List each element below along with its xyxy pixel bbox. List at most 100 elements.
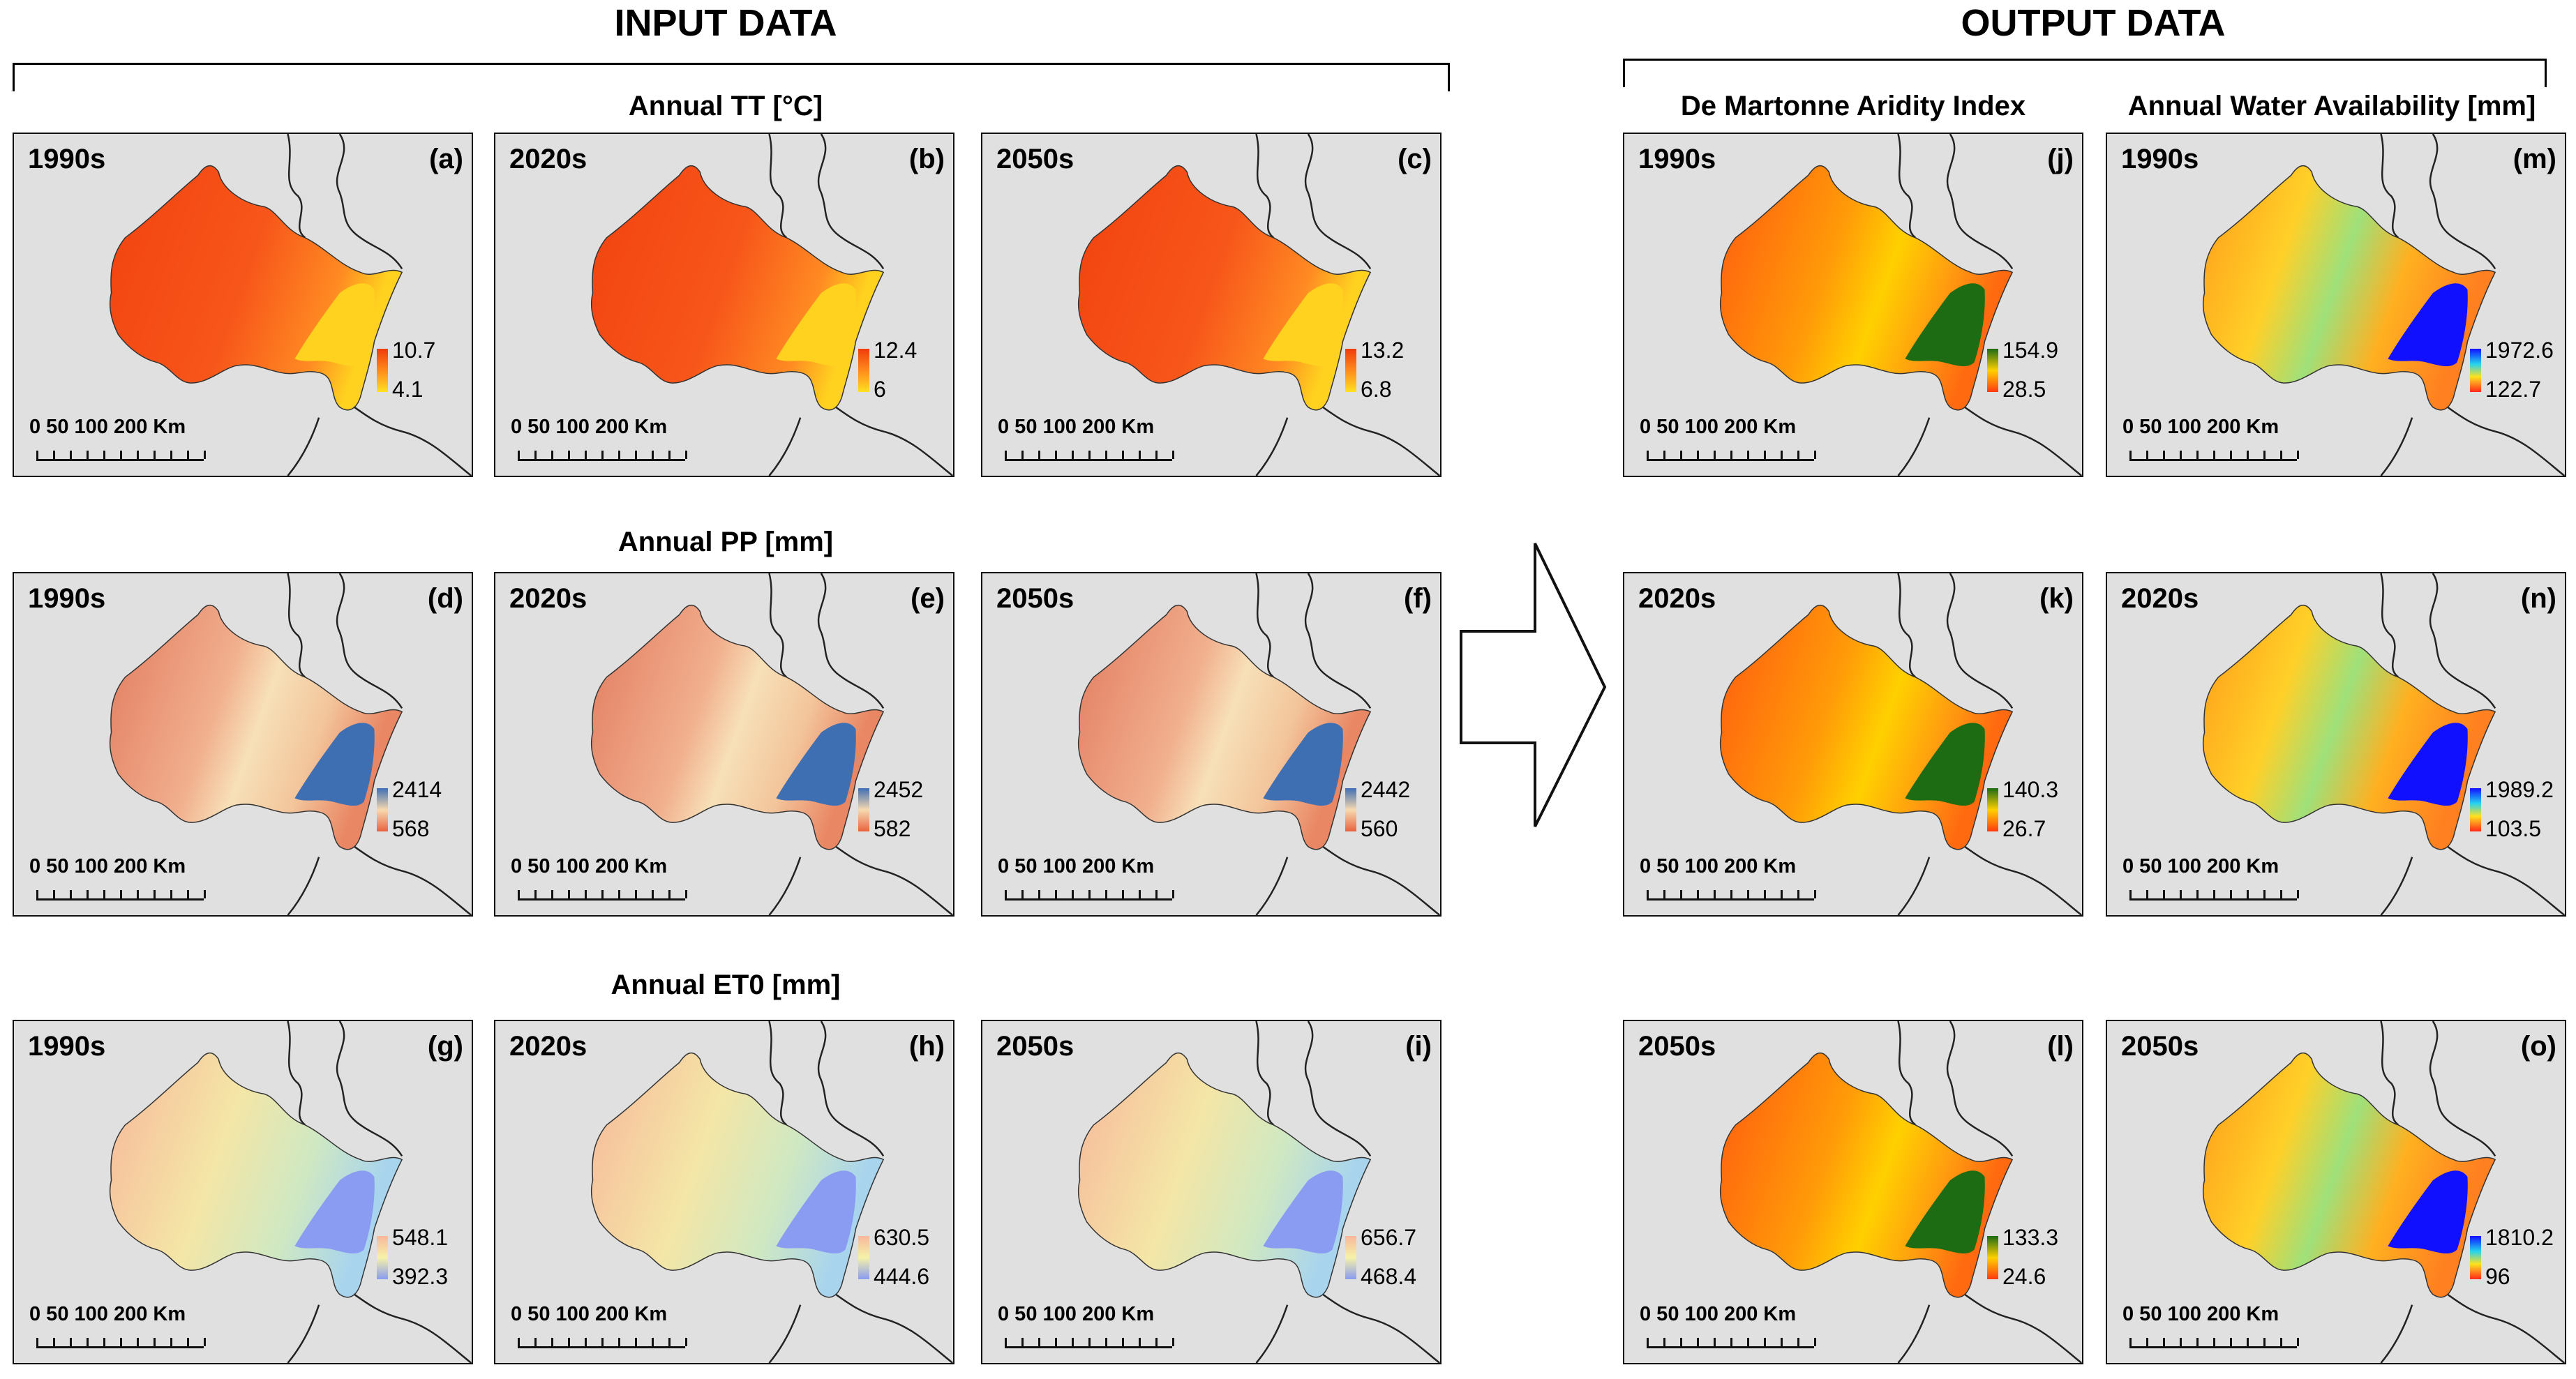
legend-color-bar bbox=[1345, 1236, 1356, 1279]
legend-min-value: 444.6 bbox=[874, 1264, 930, 1289]
scale-tick bbox=[1122, 890, 1124, 898]
panel-label: (e) bbox=[911, 583, 945, 614]
legend-min-value: 96 bbox=[2485, 1264, 2510, 1289]
scale-tick bbox=[1155, 890, 1158, 898]
color-legend: 2452 582 bbox=[858, 777, 949, 841]
decade-label: 2050s bbox=[1638, 1031, 1716, 1062]
legend-min-value: 6 bbox=[874, 377, 886, 402]
scale-tick bbox=[568, 1338, 570, 1346]
map-panel-c: 2050s (c) 13.2 6.8 0 50 100 200 Km bbox=[981, 133, 1441, 477]
color-legend: 133.3 24.6 bbox=[1987, 1225, 2078, 1289]
scale-tick bbox=[1797, 1338, 1799, 1346]
legend-min-value: 24.6 bbox=[2002, 1264, 2046, 1289]
scale-tick bbox=[1038, 1338, 1040, 1346]
scale-tick bbox=[1814, 1338, 1816, 1346]
scale-bar bbox=[1647, 451, 1816, 461]
scale-tick bbox=[618, 451, 620, 459]
scale-tick bbox=[87, 1338, 89, 1346]
scale-tick bbox=[153, 451, 156, 459]
scale-tick bbox=[1680, 890, 1682, 898]
scale-tick bbox=[1764, 451, 1766, 459]
map-image bbox=[109, 1021, 472, 1363]
scale-tick bbox=[1680, 1338, 1682, 1346]
panel-label: (n) bbox=[2520, 583, 2556, 614]
map-panel-n: 2020s (n) 1989.2 103.5 0 50 100 200 Km bbox=[2106, 572, 2566, 917]
legend-color-bar bbox=[1987, 788, 1998, 831]
scale-tick bbox=[1814, 890, 1816, 898]
scale-tick bbox=[137, 451, 139, 459]
scale-tick bbox=[204, 451, 206, 459]
scale-tick bbox=[568, 890, 570, 898]
color-legend: 656.7 468.4 bbox=[1345, 1225, 1436, 1289]
scale-tick bbox=[2297, 890, 2299, 898]
map-panel-b: 2020s (b) 12.4 6 0 50 100 200 Km bbox=[494, 133, 954, 477]
scale-tick bbox=[170, 1338, 172, 1346]
scale-label: 0 50 100 200 Km bbox=[998, 1303, 1155, 1325]
scale-label: 0 50 100 200 Km bbox=[2122, 416, 2279, 438]
legend-min-value: 103.5 bbox=[2485, 816, 2542, 841]
flow-arrow-icon bbox=[1460, 543, 1607, 827]
scale-tick bbox=[1139, 451, 1141, 459]
tt-row-title: Annual TT [°C] bbox=[628, 91, 823, 121]
scale-tick bbox=[2230, 890, 2232, 898]
map-image bbox=[1719, 134, 2082, 476]
scale-tick bbox=[1714, 1338, 1716, 1346]
scale-bar bbox=[2129, 890, 2299, 901]
scale-tick bbox=[53, 890, 55, 898]
scale-tick bbox=[70, 1338, 72, 1346]
scale-tick bbox=[1647, 1338, 1649, 1346]
map-panel-k: 2020s (k) 140.3 26.7 0 50 100 200 Km bbox=[1623, 572, 2083, 917]
legend-min-value: 468.4 bbox=[1361, 1264, 1417, 1289]
scale-tick bbox=[1730, 1338, 1732, 1346]
scale-tick bbox=[2280, 1338, 2282, 1346]
decade-label: 2050s bbox=[996, 1031, 1074, 1062]
scale-tick bbox=[1055, 451, 1057, 459]
scale-tick bbox=[618, 890, 620, 898]
map-image bbox=[1077, 1021, 1440, 1363]
scale-tick bbox=[2163, 451, 2165, 459]
legend-min-value: 4.1 bbox=[392, 377, 424, 402]
scale-tick bbox=[1072, 451, 1074, 459]
scale-bar bbox=[36, 890, 206, 901]
scale-tick bbox=[70, 451, 72, 459]
scale-tick bbox=[170, 890, 172, 898]
legend-color-bar bbox=[2470, 788, 2481, 831]
legend-min-value: 122.7 bbox=[2485, 377, 2542, 402]
decade-label: 2020s bbox=[509, 583, 587, 614]
scale-tick bbox=[652, 451, 654, 459]
scale-tick bbox=[1055, 890, 1057, 898]
map-image bbox=[2202, 1021, 2565, 1363]
scale-tick bbox=[87, 890, 89, 898]
map-panel-m: 1990s (m) 1972.6 122.7 0 50 100 200 Km bbox=[2106, 133, 2566, 477]
scale-tick bbox=[1139, 890, 1141, 898]
legend-color-bar bbox=[377, 788, 388, 831]
legend-color-bar bbox=[2470, 349, 2481, 392]
scale-tick bbox=[635, 451, 637, 459]
color-legend: 548.1 392.3 bbox=[377, 1225, 467, 1289]
scale-tick bbox=[120, 451, 122, 459]
scale-tick bbox=[53, 451, 55, 459]
map-image bbox=[1077, 573, 1440, 915]
scale-tick bbox=[1088, 451, 1091, 459]
scale-bar bbox=[518, 1338, 687, 1348]
scale-tick bbox=[1005, 890, 1007, 898]
scale-bar bbox=[36, 1338, 206, 1348]
et0-row-title: Annual ET0 [mm] bbox=[611, 970, 841, 1000]
scale-label: 0 50 100 200 Km bbox=[511, 1303, 668, 1325]
legend-min-value: 568 bbox=[392, 816, 430, 841]
legend-color-bar bbox=[1987, 349, 1998, 392]
map-image bbox=[109, 134, 472, 476]
legend-max-value: 656.7 bbox=[1361, 1225, 1417, 1250]
scale-tick bbox=[2129, 890, 2132, 898]
scale-tick bbox=[2230, 1338, 2232, 1346]
scale-bar bbox=[2129, 1338, 2299, 1348]
map-panel-f: 2050s (f) 2442 560 0 50 100 200 Km bbox=[981, 572, 1441, 917]
legend-max-value: 630.5 bbox=[874, 1225, 930, 1250]
scale-tick bbox=[1680, 451, 1682, 459]
color-legend: 2414 568 bbox=[377, 777, 467, 841]
scale-tick bbox=[1747, 451, 1749, 459]
legend-color-bar bbox=[377, 349, 388, 392]
legend-color-bar bbox=[377, 1236, 388, 1279]
scale-tick bbox=[2263, 451, 2266, 459]
scale-bar bbox=[1005, 451, 1174, 461]
